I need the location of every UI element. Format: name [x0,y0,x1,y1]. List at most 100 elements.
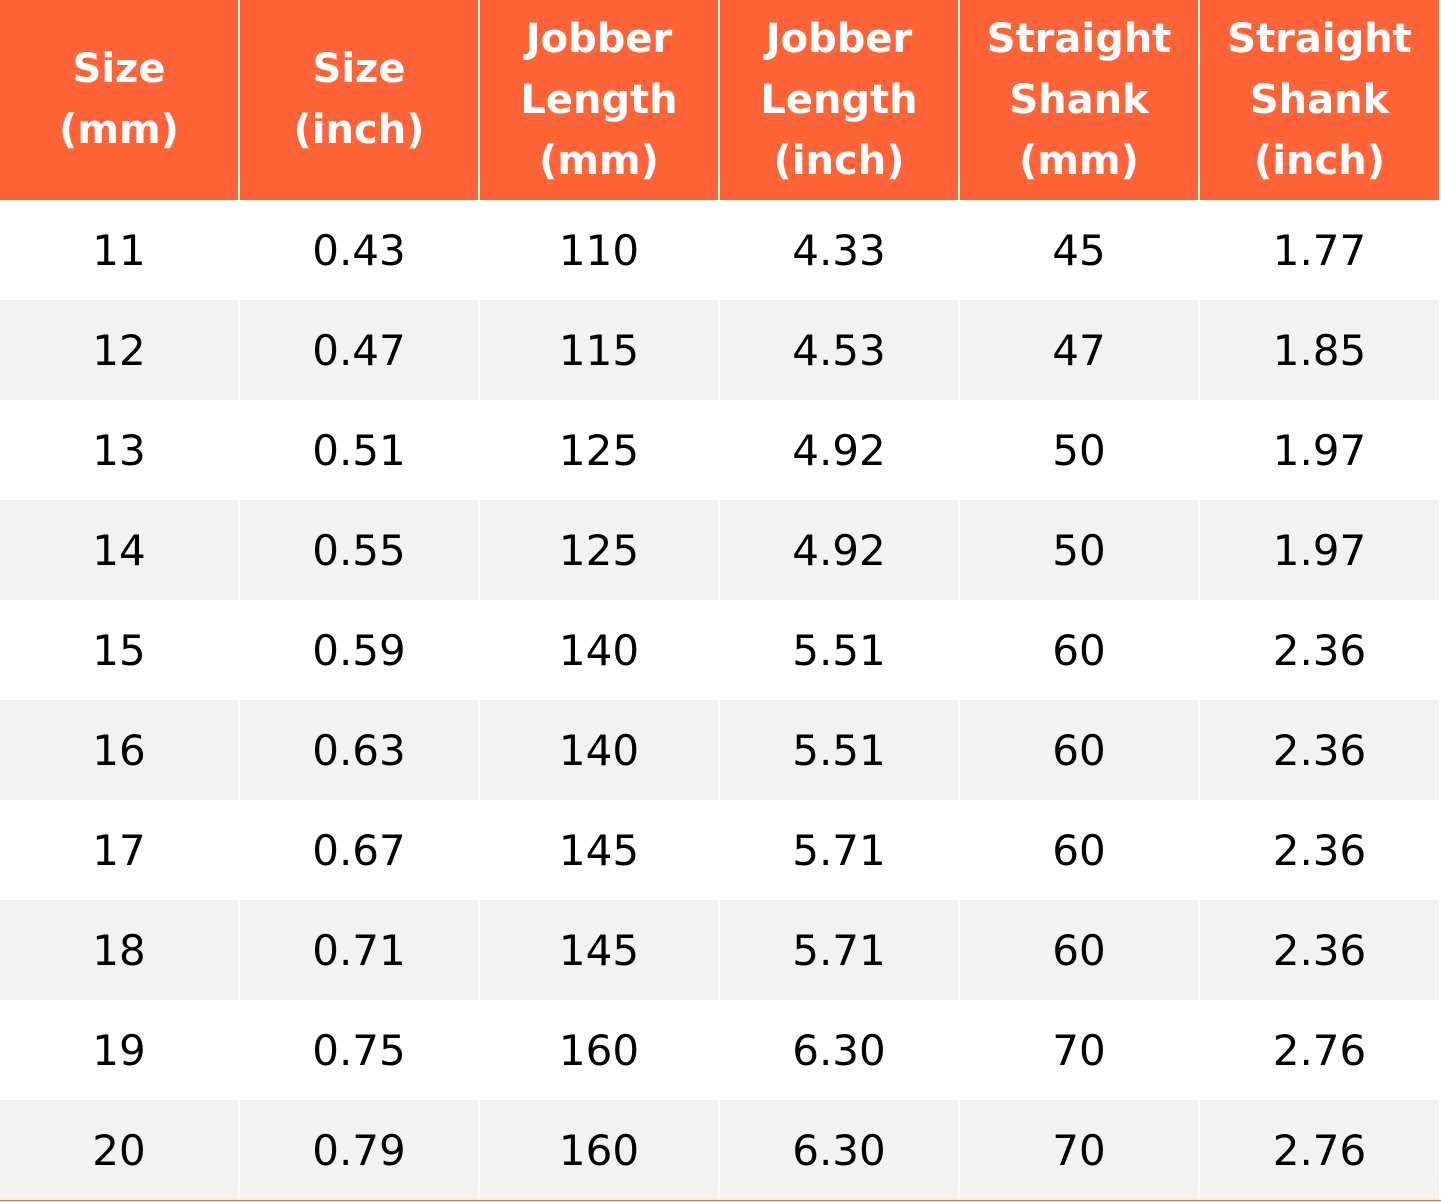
cell-text: 125 [558,525,640,575]
cell-text: 145 [558,925,640,975]
table-cell: 140 [480,700,720,800]
table-cell: 140 [480,600,720,700]
cell-text: 1.97 [1272,525,1367,575]
table-cell: 115 [480,300,720,400]
table-cell: 2.36 [1200,900,1441,1000]
header-cell: Straight Shank (inch) [1200,0,1441,200]
cell-text: 0.43 [312,225,406,275]
cell-text: 15 [92,625,146,675]
table-cell: 0.51 [240,400,480,500]
table-cell: 70 [960,1100,1200,1200]
cell-text: 18 [92,925,146,975]
table-cell: 11 [0,200,240,300]
cell-text: 140 [558,625,640,675]
table-cell: 14 [0,500,240,600]
header-text: (inch) [1254,137,1385,184]
table-cell: 125 [480,400,720,500]
table-cell: 45 [960,200,1200,300]
cell-text: 70 [1052,1025,1106,1075]
table-cell: 50 [960,500,1200,600]
table-cell: 6.30 [720,1000,960,1100]
cell-text: 5.51 [792,725,886,775]
cell-text: 14 [92,525,146,575]
table-cell: 0.63 [240,700,480,800]
cell-text: 60 [1052,825,1106,875]
cell-text: 0.51 [312,425,406,475]
cell-text: 4.33 [792,225,886,275]
table-cell: 5.71 [720,900,960,1000]
cell-text: 145 [558,825,640,875]
table-cell: 1.77 [1200,200,1441,300]
header-text: (mm) [1019,137,1139,184]
table-cell: 2.36 [1200,800,1441,900]
cell-text: 115 [558,325,640,375]
cell-text: 0.67 [312,825,406,875]
table-cell: 0.55 [240,500,480,600]
table-cell: 0.71 [240,900,480,1000]
cell-text: 0.47 [312,325,406,375]
cell-text: 160 [558,1125,640,1175]
table-cell: 15 [0,600,240,700]
table-cell: 70 [960,1000,1200,1100]
table-cell: 0.59 [240,600,480,700]
table-cell: 4.92 [720,400,960,500]
table-cell: 2.36 [1200,700,1441,800]
table-cell: 20 [0,1100,240,1200]
table-cell: 0.47 [240,300,480,400]
table-cell: 1.97 [1200,500,1441,600]
table-cell: 160 [480,1100,720,1200]
table-cell: 4.33 [720,200,960,300]
table-cell: 60 [960,600,1200,700]
header-text: Jobber [765,15,913,62]
cell-text: 0.55 [312,525,406,575]
table-cell: 2.36 [1200,600,1441,700]
table-cell: 145 [480,900,720,1000]
cell-text: 110 [558,225,640,275]
header-text: Jobber [525,15,673,62]
table-cell: 145 [480,800,720,900]
table-cell: 160 [480,1000,720,1100]
cell-text: 2.36 [1272,725,1367,775]
cell-text: 70 [1052,1125,1106,1175]
table-cell: 13 [0,400,240,500]
cell-text: 50 [1052,425,1106,475]
cell-text: 4.92 [792,425,886,475]
table-cell: 60 [960,900,1200,1000]
cell-text: 5.51 [792,625,886,675]
cell-text: 45 [1052,225,1106,275]
cell-text: 4.92 [792,525,886,575]
table-cell: 5.51 [720,600,960,700]
table-cell: 125 [480,500,720,600]
table-cell: 0.43 [240,200,480,300]
table-cell: 60 [960,700,1200,800]
table-cell: 2.76 [1200,1000,1441,1100]
cell-text: 2.36 [1272,825,1367,875]
cell-text: 2.76 [1272,1125,1367,1175]
table-cell: 16 [0,700,240,800]
cell-text: 17 [92,825,146,875]
cell-text: 6.30 [792,1125,886,1175]
header-text: Length [520,76,678,123]
table-cell: 60 [960,800,1200,900]
table-cell: 1.97 [1200,400,1441,500]
cell-text: 13 [92,425,146,475]
cell-text: 0.79 [312,1125,406,1175]
header-text: Length [760,76,918,123]
cell-text: 11 [92,225,146,275]
table-cell: 6.30 [720,1100,960,1200]
cell-text: 47 [1052,325,1106,375]
table-cell: 0.75 [240,1000,480,1100]
table-cell: 12 [0,300,240,400]
cell-text: 160 [558,1025,640,1075]
header-text: (mm) [59,107,179,153]
cell-text: 5.71 [792,925,886,975]
cell-text: 4.53 [792,325,886,375]
cell-text: 60 [1052,925,1106,975]
table-cell: 18 [0,900,240,1000]
header-cell: Straight Shank (mm) [960,0,1200,200]
header-text: Size [72,46,166,92]
cell-text: 1.97 [1272,425,1367,475]
header-text: Straight [986,15,1172,62]
header-text: Shank [1249,76,1390,123]
